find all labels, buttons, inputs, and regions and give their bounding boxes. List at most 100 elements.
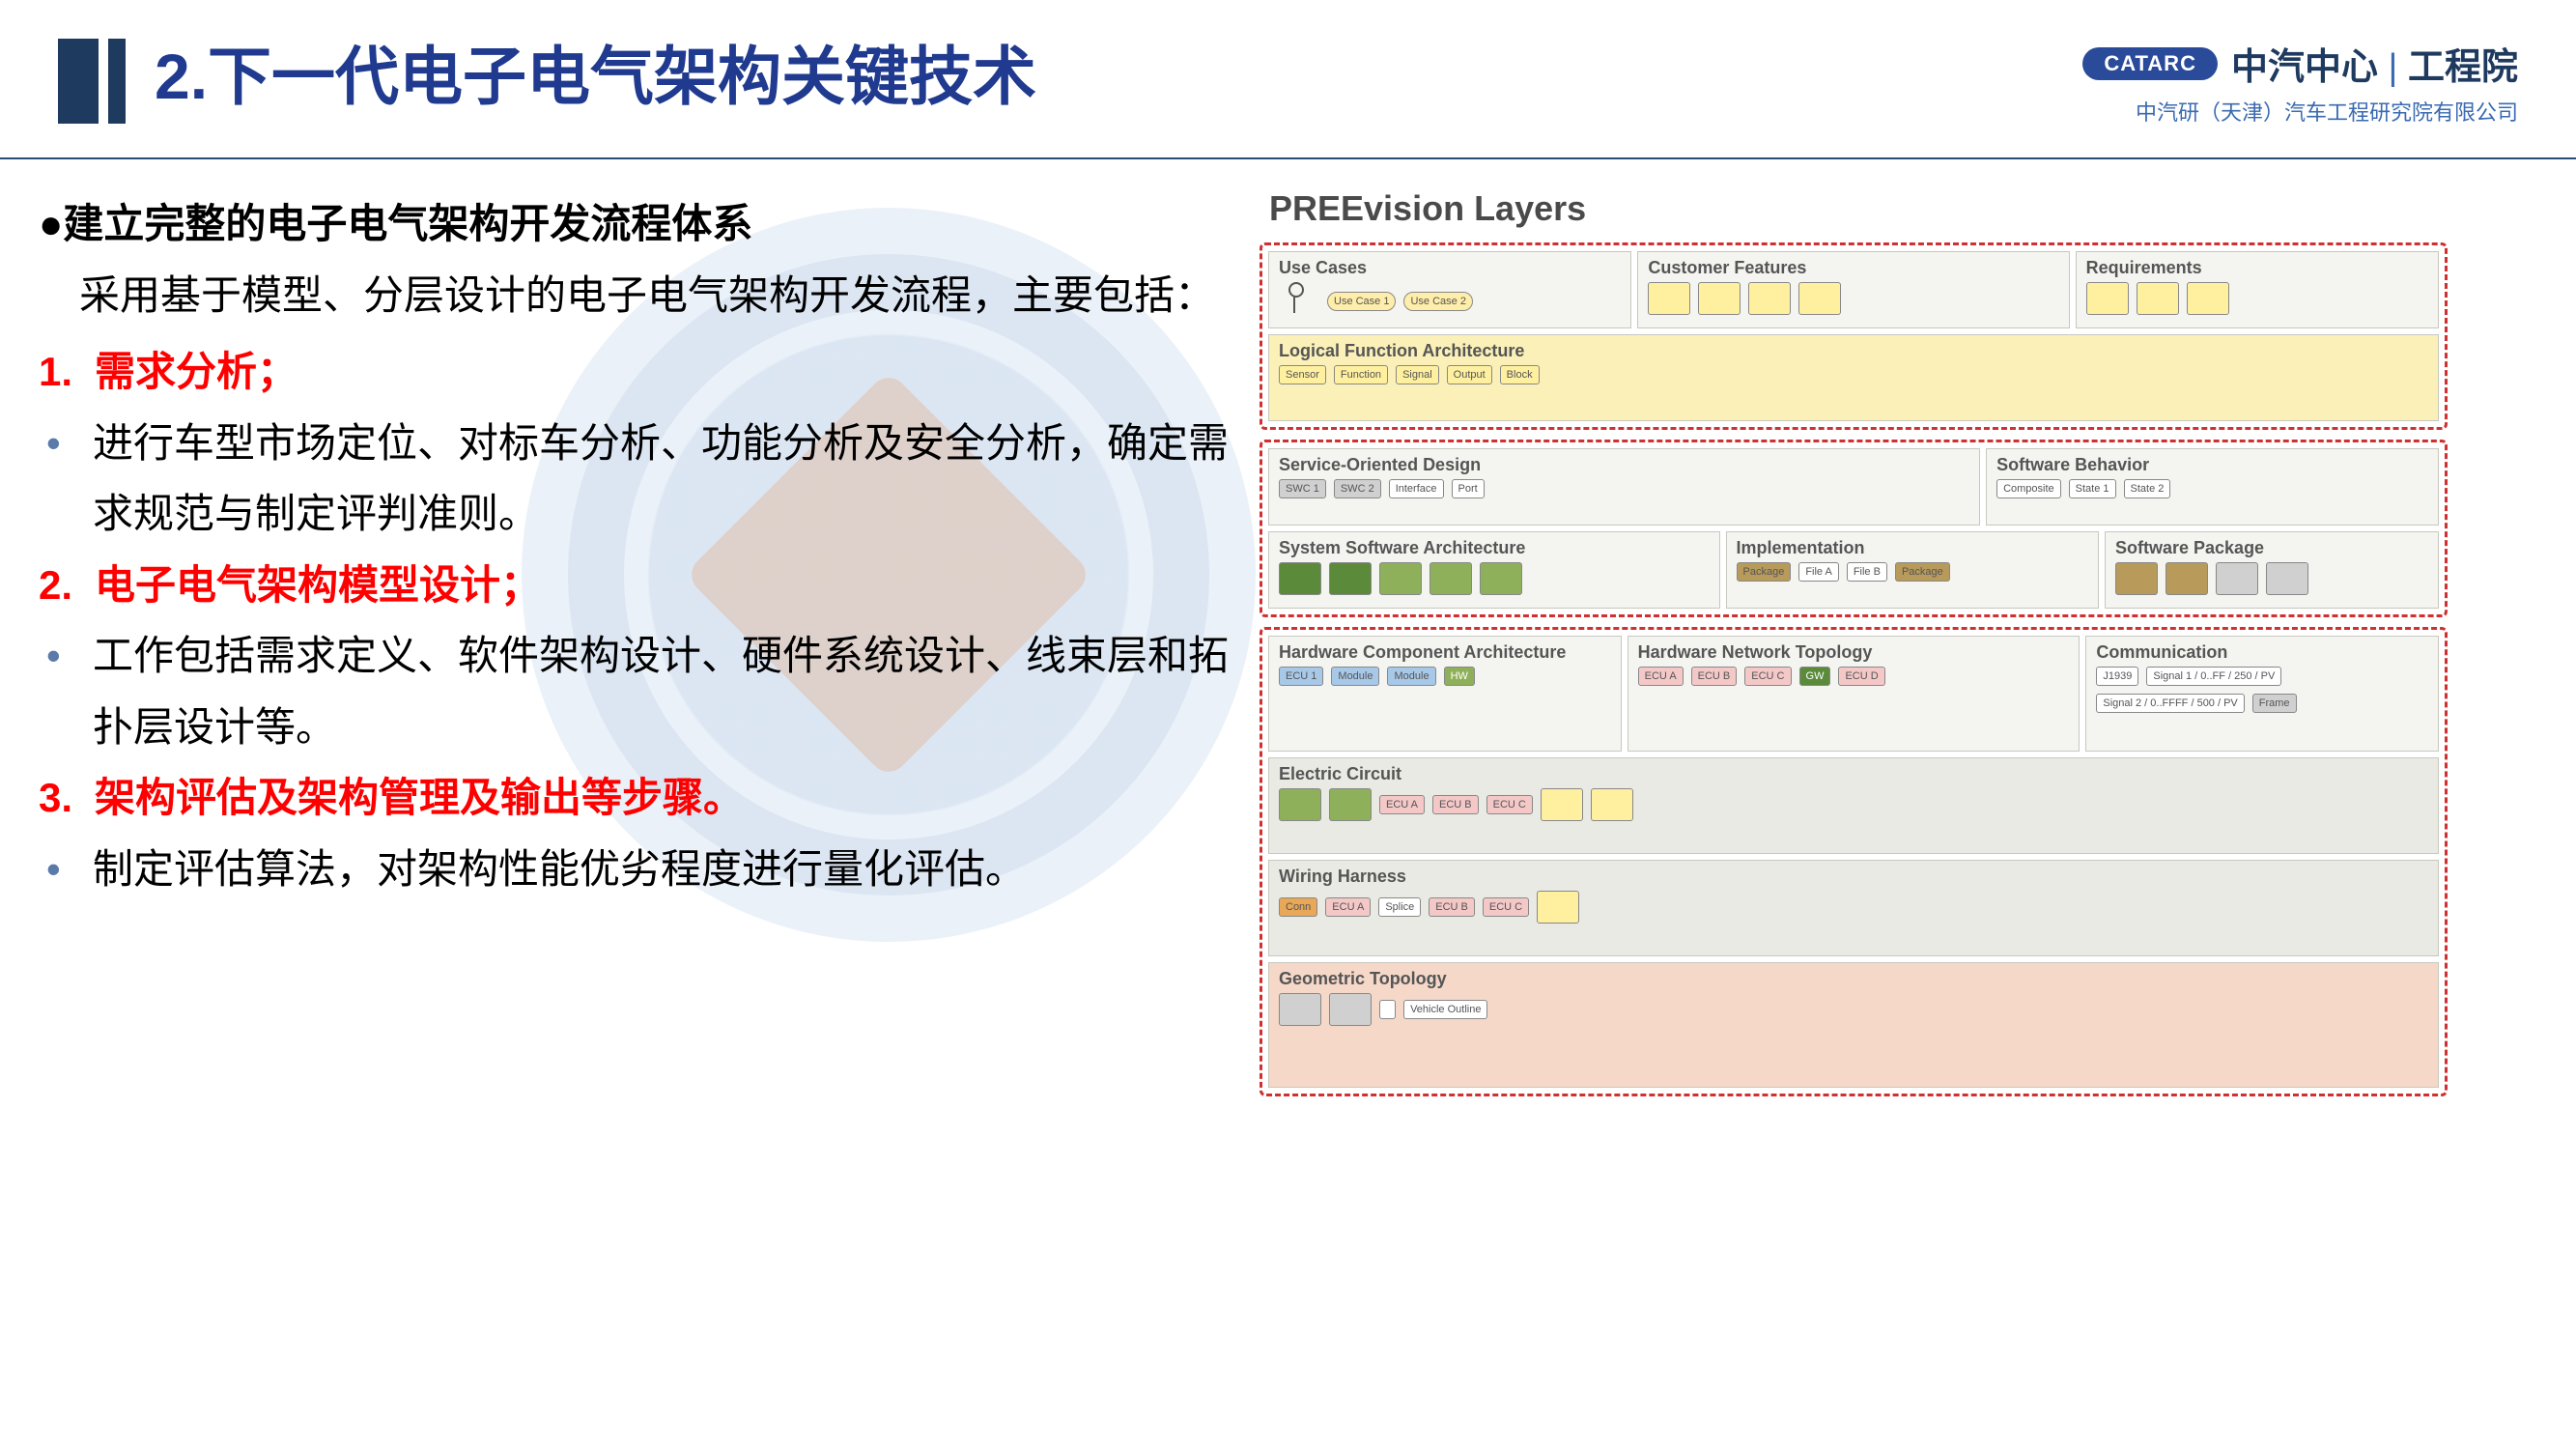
mini-block: Signal 1 / 0..FF / 250 / PV: [2146, 667, 2281, 686]
mini-block: State 1: [2069, 479, 2116, 498]
panel-blocks: ECU 1ModuleModuleHW: [1279, 667, 1611, 686]
slide-header: 2.下一代电子电气架构关键技术 CATARC 中汽中心 | 工程院 中汽研（天津…: [0, 0, 2576, 159]
panel-label: Service-Oriented Design: [1279, 455, 1969, 475]
item-number: 2.: [39, 550, 85, 621]
mini-block: [2266, 562, 2308, 595]
actor-icon: [1279, 282, 1310, 321]
mini-block: [1698, 282, 1741, 315]
mini-block: [1748, 282, 1791, 315]
mini-block: Interface: [1389, 479, 1444, 498]
accent-bar-thin: [108, 39, 126, 124]
item-title: 架构评估及架构管理及输出等步骤。: [95, 762, 744, 834]
mini-block: [1329, 993, 1372, 1026]
panel-blocks: [1279, 562, 1710, 595]
numbered-item: 3.架构评估及架构管理及输出等步骤。: [39, 762, 1236, 834]
mini-block: [2216, 562, 2258, 595]
mini-block: ECU A: [1325, 897, 1371, 917]
mini-block: Signal 2 / 0..FFFF / 500 / PV: [2096, 694, 2244, 713]
logo-main-left: 中汽中心: [2231, 47, 2378, 88]
layer-row: Wiring HarnessConnECU ASpliceECU BECU C: [1268, 860, 2439, 956]
logo-subtitle: 中汽研（天津）汽车工程研究院有限公司: [2082, 96, 2518, 127]
mini-block: Use Case 1: [1327, 292, 1396, 311]
intro-text: 采用基于模型、分层设计的电子电气架构开发流程，主要包括：: [39, 260, 1236, 331]
numbered-item: 2.电子电气架构模型设计；: [39, 550, 1236, 621]
mini-block: [1379, 1000, 1396, 1019]
layer-row: Electric Circuit ECU AECU BECU C: [1268, 757, 2439, 854]
header-accent-bars: [58, 39, 126, 124]
panel-blocks: CompositeState 1State 2: [1996, 479, 2428, 498]
mini-block: Module: [1331, 667, 1379, 686]
panel-label: Wiring Harness: [1279, 867, 2428, 887]
layer-panel: ImplementationPackageFile AFile BPackage: [1726, 531, 2100, 609]
item-title: 需求分析；: [95, 336, 297, 408]
layer-group: Hardware Component Architecture ECU 1 Modu…: [1260, 627, 2448, 1096]
layers-stack: Use CasesUse Case 1Use Case 2Customer Fe…: [1260, 242, 2448, 1106]
layer-row: Use CasesUse Case 1Use Case 2Customer Fe…: [1268, 251, 2439, 328]
mini-block: Composite: [1996, 479, 2061, 498]
bullet-dot: •: [46, 620, 70, 762]
mini-block: [1379, 562, 1422, 595]
panel-blocks: J1939Signal 1 / 0..FF / 250 / PVSignal 2…: [2096, 667, 2428, 713]
mini-block: GW: [1799, 667, 1831, 686]
mini-block: File A: [1798, 562, 1839, 582]
panel-blocks: ECU AECU BECU C: [1279, 788, 2428, 821]
mini-block: [1537, 891, 1579, 924]
mini-block: ECU C: [1483, 897, 1529, 917]
item-title: 电子电气架构模型设计；: [95, 550, 541, 621]
mini-block: [1279, 788, 1321, 821]
numbered-item: 1.需求分析；: [39, 336, 1236, 408]
numbered-list: 1.需求分析；•进行车型市场定位、对标车分析、功能分析及安全分析，确定需求规范与…: [39, 336, 1236, 904]
panel-label: Requirements: [2086, 258, 2428, 278]
panel-label: System Software Architecture: [1279, 538, 1710, 558]
panel-label: Hardware Component Architecture: [1279, 642, 1611, 663]
layer-panel: Hardware Network TopologyECU AECU BECU C…: [1628, 636, 2081, 752]
mini-block: [2187, 282, 2229, 315]
logo-main: 中汽中心 | 工程院: [2231, 37, 2518, 90]
diagram-column: PREEvision Layers Use CasesUse Case 1Use…: [1260, 188, 2537, 1450]
mini-block: ECU A: [1379, 795, 1425, 814]
logo-row: CATARC 中汽中心 | 工程院: [2082, 37, 2518, 90]
mini-block: [2086, 282, 2129, 315]
layer-panel: Software BehaviorCompositeState 1State 2: [1986, 448, 2439, 526]
panel-blocks: [2115, 562, 2428, 595]
mini-block: [1541, 788, 1583, 821]
mini-block: ECU B: [1429, 897, 1475, 917]
layer-panel: Hardware Component Architecture ECU 1 Modu…: [1268, 636, 1622, 752]
layer-panel: Requirements: [2076, 251, 2439, 328]
item-number: 3.: [39, 762, 85, 834]
bullet-text: 制定评估算法，对架构性能优劣程度进行量化评估。: [93, 834, 1236, 905]
panel-blocks: Vehicle Outline: [1279, 993, 2428, 1026]
panel-label: Geometric Topology: [1279, 969, 2428, 989]
panel-label: Software Behavior: [1996, 455, 2428, 475]
layer-panel: Wiring HarnessConnECU ASpliceECU BECU C: [1268, 860, 2439, 956]
mini-block: ECU C: [1486, 795, 1533, 814]
layer-panel: Service-Oriented DesignSWC 1SWC 2Interfa…: [1268, 448, 1980, 526]
mini-block: ECU C: [1744, 667, 1791, 686]
slide-title: 2.下一代电子电气架构关键技术: [155, 39, 1036, 115]
bullet-text: 工作包括需求定义、软件架构设计、硬件系统设计、线束层和拓扑层设计等。: [93, 620, 1236, 762]
logo-block: CATARC 中汽中心 | 工程院 中汽研（天津）汽车工程研究院有限公司: [2082, 37, 2518, 127]
layer-group: Use CasesUse Case 1Use Case 2Customer Fe…: [1260, 242, 2448, 430]
slide-content: ●建立完整的电子电气架构开发流程体系 采用基于模型、分层设计的电子电气架构开发流…: [0, 159, 2576, 1450]
mini-block: ECU 1: [1279, 667, 1323, 686]
layer-row: Logical Function ArchitectureSensorFunct…: [1268, 334, 2439, 421]
layer-panel: CommunicationJ1939Signal 1 / 0..FF / 250…: [2085, 636, 2439, 752]
accent-bar-thick: [58, 39, 99, 124]
layer-panel: Logical Function ArchitectureSensorFunct…: [1268, 334, 2439, 421]
layer-group: Service-Oriented DesignSWC 1SWC 2Interfa…: [1260, 440, 2448, 617]
mini-block: Use Case 2: [1403, 292, 1472, 311]
panel-blocks: [1648, 282, 2058, 315]
logo-badge: CATARC: [2082, 47, 2218, 80]
mini-block: SWC 2: [1334, 479, 1381, 498]
mini-block: File B: [1847, 562, 1887, 582]
mini-block: Sensor: [1279, 365, 1326, 384]
panel-blocks: [2086, 282, 2428, 315]
mini-block: [2137, 282, 2179, 315]
panel-label: Implementation: [1737, 538, 2089, 558]
panel-label: Customer Features: [1648, 258, 2058, 278]
mini-block: Conn: [1279, 897, 1317, 917]
panel-label: Software Package: [2115, 538, 2428, 558]
section-heading: ●建立完整的电子电气架构开发流程体系: [39, 188, 1236, 260]
mini-block: [1430, 562, 1472, 595]
mini-block: [1480, 562, 1522, 595]
